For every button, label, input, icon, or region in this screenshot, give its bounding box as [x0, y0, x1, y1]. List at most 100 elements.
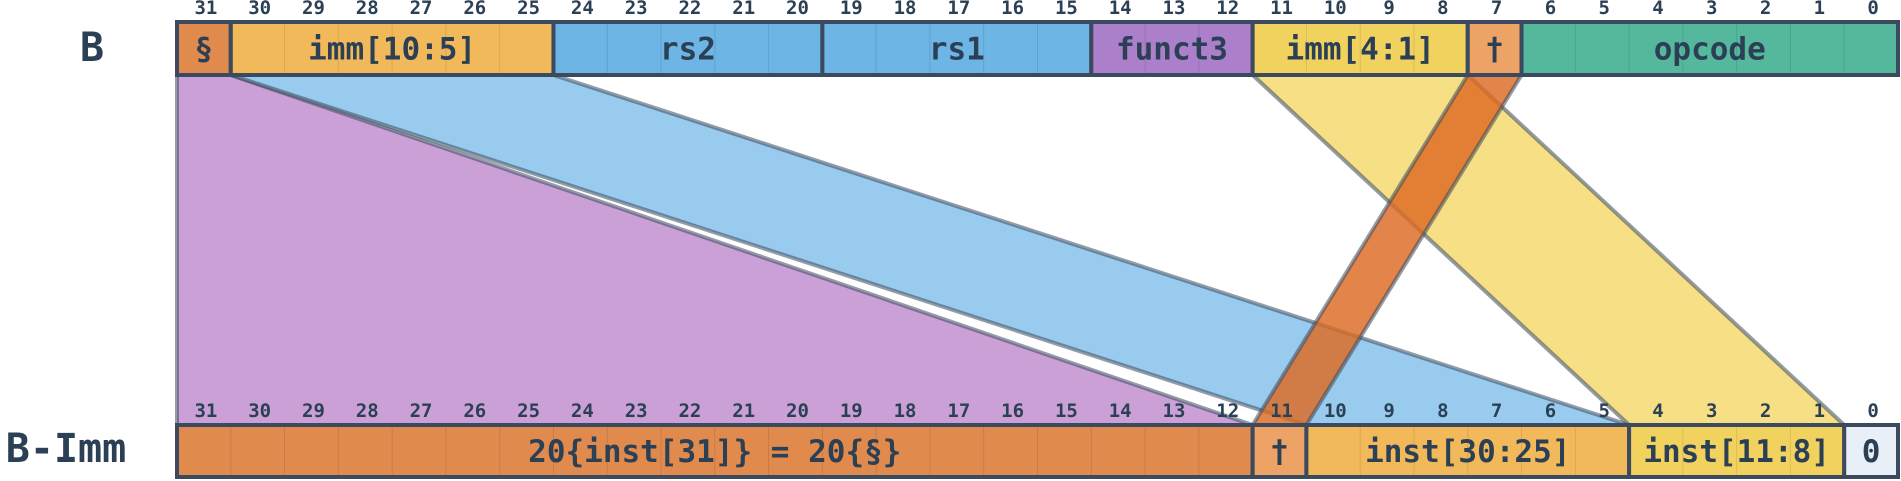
bottom_row-bit-number: 29	[302, 400, 325, 422]
bottom_row-bit-number: 18	[894, 400, 917, 422]
bottom_row-bit-number: 13	[1163, 400, 1186, 422]
bottom_row-field: inst[11:8]	[1627, 423, 1847, 479]
bottom_row-bit-number: 6	[1545, 400, 1556, 422]
top_row-bit-number: 4	[1652, 0, 1663, 19]
top_row-field: §	[175, 20, 233, 77]
top_row-field-box	[1467, 22, 1522, 75]
top_row-bit-number: 6	[1545, 0, 1556, 19]
bottom_row-field-label: inst[11:8]	[1643, 434, 1830, 470]
bottom_row-bit-number: 5	[1598, 400, 1609, 422]
top_row-field-label: rs1	[929, 32, 985, 68]
bit-mapping-bands	[175, 73, 1847, 427]
top_row-bit-number: 24	[571, 0, 594, 19]
top_row-field: imm[4:1]	[1250, 20, 1470, 77]
top_row-field-box	[230, 22, 554, 75]
bottom_row-bit-number: 24	[571, 400, 594, 422]
top_row-field: †	[1465, 20, 1524, 77]
top_row-bit-number: 18	[894, 0, 917, 19]
top_row-bit-number: 22	[678, 0, 701, 19]
top_row-field-label: funct3	[1116, 32, 1228, 68]
top_row-field: opcode	[1519, 20, 1900, 77]
bottom_row-field-outline	[1842, 423, 1900, 479]
top_row-bit-number: 14	[1109, 0, 1132, 19]
bottom_row-bit-number: 4	[1652, 400, 1663, 422]
row-label-b: B	[80, 25, 104, 71]
bottom_row-bit-number: 14	[1109, 400, 1132, 422]
top_row-bit-number: 28	[356, 0, 379, 19]
top_row-bit-number: 8	[1437, 0, 1448, 19]
top_row-bit-number: 5	[1598, 0, 1609, 19]
top_row-bit-number: 30	[248, 0, 271, 19]
top_row-bit-number: 19	[840, 0, 863, 19]
top_row-field-label: rs2	[660, 32, 716, 68]
top_row-bit-number: 7	[1491, 0, 1502, 19]
bottom_row-bit-number: 25	[517, 400, 540, 422]
bottom_row-bit-number: 26	[463, 400, 486, 422]
top_row-bit-number: 0	[1867, 0, 1878, 19]
top_row-bit-number: 16	[1001, 0, 1024, 19]
row-label-b-imm: B-Imm	[6, 426, 126, 472]
bottom_row-bit-number: 7	[1491, 400, 1502, 422]
top_row-bit-number: 27	[410, 0, 433, 19]
bottom_row-bit-number: 3	[1706, 400, 1717, 422]
bottom_row-field: 0	[1842, 423, 1900, 479]
bottom_row-bit-number: 31	[194, 400, 217, 422]
bottom_row-field-label: inst[30:25]	[1365, 434, 1570, 470]
bottom_row-bit-number: 9	[1383, 400, 1394, 422]
top_row-bit-number: 11	[1270, 0, 1293, 19]
top_row-field-outline	[1519, 20, 1900, 77]
top_row-field-label: opcode	[1654, 32, 1766, 68]
top_row-bit-number: 20	[786, 0, 809, 19]
top_row-bit-number: 2	[1760, 0, 1771, 19]
bottom_row-bit-number: 28	[356, 400, 379, 422]
bottom_row-bit-number: 0	[1867, 400, 1878, 422]
bottom_row-bit-number: 27	[410, 400, 433, 422]
bottom_row-field-label: 0	[1862, 434, 1881, 470]
top_row-bit-number: 10	[1324, 0, 1347, 19]
top_row-bit-number: 15	[1055, 0, 1078, 19]
bottom_row-field: †	[1250, 423, 1309, 479]
bottom_row-field-label: 20{inst[31]} = 20{§}	[528, 434, 901, 470]
top_row-bit-number: 26	[463, 0, 486, 19]
top_row-field-label: imm[10:5]	[308, 32, 476, 68]
top_row-field: imm[10:5]	[228, 20, 556, 77]
bottom_row-field-box	[177, 425, 1253, 477]
bottom_row-bit-number: 21	[732, 400, 755, 422]
top_row-bit-number: 21	[732, 0, 755, 19]
bottom_row-bit-number: 12	[1216, 400, 1239, 422]
bottom_row-field-box	[1306, 425, 1630, 477]
top_row-bit-number: 31	[194, 0, 217, 19]
bottom_row-bit-number: 23	[625, 400, 648, 422]
bottom_row-field-box	[1844, 425, 1898, 477]
top_row-field-box	[553, 22, 823, 75]
bottom_row-bit-number: 20	[786, 400, 809, 422]
top_row-bit-number: 17	[947, 0, 970, 19]
bottom_row-bit-number: 15	[1055, 400, 1078, 422]
top_row-bit-number: 29	[302, 0, 325, 19]
bottom_row-bit-number: 17	[947, 400, 970, 422]
bottom_row-field: 20{inst[31]} = 20{§}	[175, 423, 1255, 479]
bottom_row-bit-number: 1	[1814, 400, 1825, 422]
top_row-bit-number: 1	[1814, 0, 1825, 19]
bottom_row-bit-number: 16	[1001, 400, 1024, 422]
bottom_row-bit-number: 10	[1324, 400, 1347, 422]
bottom_row-field-label: †	[1270, 434, 1289, 470]
top_row-field-box	[1252, 22, 1468, 75]
top_row-field: funct3	[1089, 20, 1255, 77]
top_row-bit-number: 25	[517, 0, 540, 19]
top_row-bit-number: 3	[1706, 0, 1717, 19]
b-immediate-row: 31 30 29 28 27 26 25 24 23 22 21 20 19 18 17 16 15 14 13 12…	[175, 400, 1900, 479]
bottom_row-bit-number: 11	[1270, 400, 1293, 422]
top_row-field-label: †	[1485, 32, 1504, 68]
bottom_row-bit-number: 22	[678, 400, 701, 422]
top_row-field-box	[1521, 22, 1898, 75]
bottom_row-field-box	[1629, 425, 1845, 477]
top_row-field-box	[822, 22, 1092, 75]
top_row-field: rs2	[551, 20, 825, 77]
bottom_row-field-box	[1252, 425, 1307, 477]
bottom_row-bit-number: 30	[248, 400, 271, 422]
bottom_row-bit-number: 8	[1437, 400, 1448, 422]
bottom_row-bit-number: 19	[840, 400, 863, 422]
top_row-bit-number: 9	[1383, 0, 1394, 19]
top_row-bit-number: 23	[625, 0, 648, 19]
